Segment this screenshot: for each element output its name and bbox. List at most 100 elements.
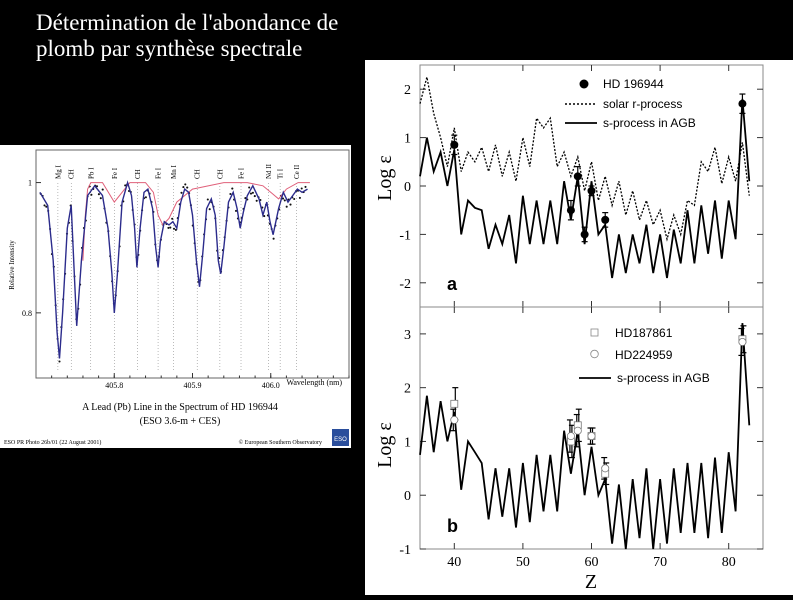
panel-a-r-process-line xyxy=(419,76,750,242)
observed-point xyxy=(263,215,266,218)
observed-point xyxy=(298,196,301,199)
panel-b-legend: HD187861 HD224959 s-process in AGB xyxy=(579,326,710,385)
hd196944-point xyxy=(566,206,575,215)
abundance-figure: -2 -1 0 1 2 Log ε a HD 196944 solar r-proces… xyxy=(365,60,793,595)
observed-point xyxy=(182,186,185,189)
observed-point xyxy=(58,360,61,363)
observed-point xyxy=(43,204,46,207)
panel-a-y-axis-label: Log ε xyxy=(374,155,396,201)
hd224959-point xyxy=(450,415,459,424)
observed-point xyxy=(285,205,288,208)
spectrum-y-tick-label: 1 xyxy=(28,179,32,188)
panel-a-s-process-line xyxy=(419,98,751,279)
observed-point xyxy=(253,195,256,198)
spectrum-axes: 405.8 405.9 406.0 1 0.8 xyxy=(22,179,350,390)
spectrum-plot-frame xyxy=(35,149,350,379)
panel-a-observations xyxy=(450,93,747,243)
hd224959-point xyxy=(738,337,747,346)
eso-logo-badge xyxy=(332,429,349,446)
legend-s-process-label: s-process in AGB xyxy=(603,116,696,130)
slide-title-line-1: Détermination de l'abondance de xyxy=(36,10,339,35)
line-id-label: Mg I xyxy=(54,165,62,179)
line-id-label: Fe I xyxy=(238,167,246,179)
observed-point xyxy=(45,205,48,208)
observed-point xyxy=(249,192,253,195)
hd196944-point xyxy=(573,172,582,181)
observed-point xyxy=(95,185,99,188)
hd196944-point xyxy=(738,99,747,108)
hd196944-point xyxy=(580,230,589,239)
line-id-label: Fe I xyxy=(155,167,163,179)
observed-point xyxy=(172,227,176,230)
hd196944-point xyxy=(601,215,610,224)
s-process-line xyxy=(419,323,751,550)
line-id-label: CH xyxy=(68,169,76,179)
observed-point xyxy=(300,187,303,190)
spectrum-title: A Lead (Pb) Line in the Spectrum of HD 1… xyxy=(82,402,278,413)
observed-point xyxy=(289,203,292,206)
x-tick-label: 40 xyxy=(447,555,461,570)
legend-r-process-label: solar r-process xyxy=(603,97,682,111)
observed-point xyxy=(281,197,285,200)
hd196944-point xyxy=(450,140,459,149)
line-id-label: Mn I xyxy=(170,165,178,179)
spectrum-x-tick-label: 405.8 xyxy=(105,381,123,390)
observed-point xyxy=(234,209,238,212)
eso-logo-text: ESO xyxy=(334,437,347,443)
hd224959-point xyxy=(587,432,596,441)
observed-point xyxy=(174,228,177,231)
x-tick-label: 60 xyxy=(585,555,599,570)
observed-point xyxy=(231,187,234,190)
line-id-label: CH xyxy=(216,169,224,179)
observed-point xyxy=(124,184,127,187)
y-tick-label: -1 xyxy=(399,543,411,558)
panel-b-label: b xyxy=(447,516,458,536)
panel-a-axes: -2 -1 0 1 2 xyxy=(399,65,763,307)
panel-b-s-process-line xyxy=(419,323,751,550)
line-id-label: CH xyxy=(134,169,142,179)
abundance-panel-a: -2 -1 0 1 2 Log ε a HD 196944 solar r-proces… xyxy=(374,64,764,308)
synthetic-spectra xyxy=(39,180,310,359)
slide-title: Détermination de l'abondance de plomb pa… xyxy=(36,10,366,62)
spectrum-y-tick-label: 0.8 xyxy=(22,309,32,318)
legend-hd187861-marker xyxy=(590,328,599,337)
x-tick-label: 50 xyxy=(516,555,530,570)
z-axis-label: Z xyxy=(585,571,597,593)
synthetic-spectrum-no-lead xyxy=(82,182,310,261)
spectrum-x-tick-label: 405.9 xyxy=(184,381,202,390)
y-tick-label: -1 xyxy=(399,228,411,243)
hd196944-point xyxy=(587,186,596,195)
y-tick-label: 1 xyxy=(404,435,411,450)
observed-point xyxy=(169,226,172,229)
line-id-label: Nd II xyxy=(265,163,273,179)
observed-point xyxy=(208,208,211,211)
observed-point xyxy=(101,188,104,191)
line-id-label: Fe I xyxy=(111,167,119,179)
synthetic-spectrum-best-fit xyxy=(39,180,308,359)
panel-a-label: a xyxy=(447,274,458,294)
panel-b-observations xyxy=(450,325,747,486)
eso-logo: ESO xyxy=(332,429,349,446)
line-id-label: Pb I xyxy=(87,167,95,179)
x-tick-label: 70 xyxy=(653,555,667,570)
line-id-label: Ce II xyxy=(293,164,301,179)
y-tick-label: -2 xyxy=(399,277,411,292)
observed-point xyxy=(171,217,174,220)
panel-b-y-axis-label: Log ε xyxy=(374,422,396,468)
s-process-line xyxy=(419,98,751,279)
observed-point xyxy=(248,186,251,189)
copyright-credit: © European Southern Observatory xyxy=(239,439,322,446)
line-id-label: Ti I xyxy=(277,168,285,179)
y-tick-label: 2 xyxy=(404,83,411,98)
hd224959-point xyxy=(566,432,575,441)
line-id-label: CH xyxy=(194,169,202,179)
legend-hd224959-label: HD224959 xyxy=(615,348,673,362)
hd187861-point xyxy=(450,399,459,408)
panel-a-legend: HD 196944 solar r-process s-process in A… xyxy=(565,77,696,130)
spectrum-y-axis-label: Relative Intensity xyxy=(8,240,16,290)
observed-point xyxy=(255,199,258,202)
line-guide-lines xyxy=(57,183,297,372)
hd224959-point xyxy=(601,464,610,473)
line-identifications: Mg I CH Pb I Fe I CH Fe I Mn I CH CH Fe I Nd II Ti … xyxy=(54,163,301,179)
observed-point xyxy=(144,196,147,199)
